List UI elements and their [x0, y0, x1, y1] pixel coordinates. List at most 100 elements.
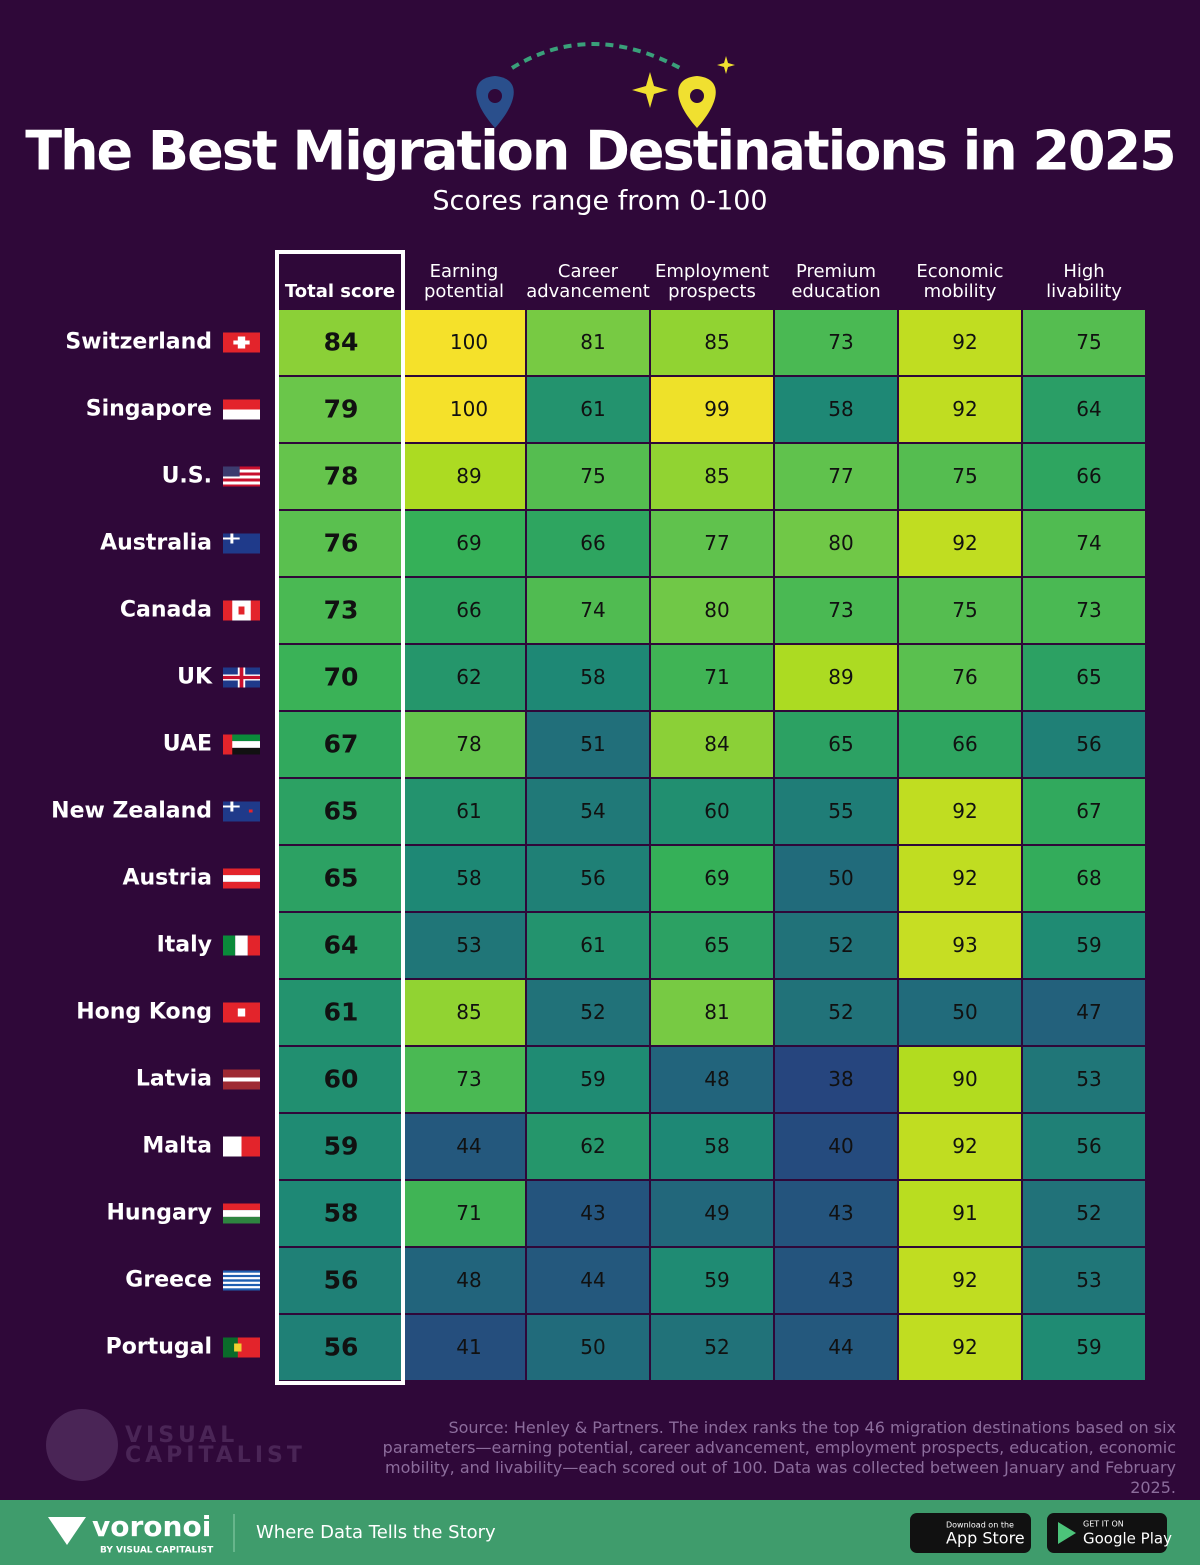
cell-label: 75: [1076, 330, 1101, 354]
cell-label: 61: [456, 799, 481, 823]
chart-title: The Best Migration Destinations in 2025: [25, 120, 1175, 183]
heat-cell: [527, 444, 649, 509]
heat-cell: [1023, 1181, 1145, 1246]
heat-cell: [1023, 913, 1145, 978]
cell-label: 73: [1076, 598, 1101, 622]
heat-cell: [775, 377, 897, 442]
cell-label: 75: [952, 464, 977, 488]
flag-part: [233, 340, 250, 345]
flag-part: [223, 1077, 260, 1082]
brand-sub: BY VISUAL CAPITALIST: [100, 1546, 214, 1556]
cell-label: 60: [704, 799, 729, 823]
cell-label: 89: [828, 665, 853, 689]
cell-label: 77: [828, 464, 853, 488]
cell-label: 40: [828, 1134, 853, 1158]
badge-small: Download on the: [946, 1521, 1014, 1530]
flag-part: [241, 1136, 260, 1157]
cell-label: 52: [828, 933, 853, 957]
cell-label: 92: [952, 531, 977, 555]
flag: [223, 533, 260, 554]
flag: [223, 1136, 260, 1157]
heat-cell: [527, 712, 649, 777]
total-score-label: 56: [324, 1266, 359, 1295]
heat-cell: [1023, 645, 1145, 710]
heat-cell: [279, 1114, 401, 1179]
cell-label: 44: [456, 1134, 481, 1158]
heat-cell: [651, 846, 773, 911]
heat-cell: [403, 310, 525, 375]
heat-cell: [1023, 578, 1145, 643]
cell-label: 75: [580, 464, 605, 488]
heat-cell: [527, 913, 649, 978]
heat-cell: [899, 1315, 1021, 1380]
heat-cell: [403, 511, 525, 576]
brand-logo: [48, 1517, 86, 1545]
cell-label: 69: [456, 531, 481, 555]
heat-cell: [279, 444, 401, 509]
cell-label: 49: [704, 1201, 729, 1225]
cell-label: 66: [580, 531, 605, 555]
cell-label: 54: [580, 799, 605, 823]
cell-label: 67: [1076, 799, 1101, 823]
cell-label: 66: [456, 598, 481, 622]
heat-cell: [775, 645, 897, 710]
cell-label: 59: [580, 1067, 605, 1091]
heat-cell: [1023, 712, 1145, 777]
cell-label: 92: [952, 799, 977, 823]
cell-label: 43: [828, 1201, 853, 1225]
row-label: Singapore: [86, 397, 212, 422]
cell-label: 62: [580, 1134, 605, 1158]
heat-cell: [279, 980, 401, 1045]
flag: [223, 1337, 260, 1358]
app-store-badge[interactable]: [910, 1513, 1031, 1553]
cell-label: 52: [580, 1000, 605, 1024]
heat-cell: [527, 1181, 649, 1246]
cell-label: 73: [456, 1067, 481, 1091]
heat-cell: [279, 846, 401, 911]
flag-part: [223, 1337, 238, 1358]
total-score-label: 70: [324, 663, 359, 692]
heat-cell: [279, 1181, 401, 1246]
flag: [223, 935, 260, 956]
heat-cell: [527, 1047, 649, 1112]
cell-label: 84: [704, 732, 729, 756]
heat-cell: [899, 645, 1021, 710]
column-header: Economic mobility: [916, 261, 1004, 302]
flag-part: [223, 1136, 242, 1157]
heat-cell: [1023, 1248, 1145, 1313]
watermark-text: CAPITALIST: [125, 1443, 306, 1468]
cell-label: 58: [704, 1134, 729, 1158]
heat-cell: [279, 578, 401, 643]
watermark: VISUAL CAPITALIST: [46, 1409, 306, 1481]
flag-part: [223, 1216, 260, 1224]
row-label: Italy: [157, 933, 212, 958]
cell-label: 48: [456, 1268, 481, 1292]
heat-cell: [651, 779, 773, 844]
heat-cell: [403, 1181, 525, 1246]
column-header: Employment prospects: [654, 261, 770, 302]
flag: [223, 1069, 260, 1090]
watermark-text: VISUAL: [125, 1423, 238, 1448]
google-play-badge[interactable]: [1047, 1513, 1167, 1553]
row-label: U.S.: [162, 464, 212, 489]
chart-subtitle: Scores range from 0-100: [432, 186, 767, 217]
total-score-label: 65: [324, 797, 359, 826]
flag: [223, 868, 260, 889]
cell-label: 92: [952, 330, 977, 354]
flag-part: [223, 1203, 260, 1211]
heat-cell: [403, 779, 525, 844]
total-score-label: 59: [324, 1132, 359, 1161]
heat-cell: [403, 846, 525, 911]
cell-label: 53: [1076, 1067, 1101, 1091]
heat-cell: [651, 712, 773, 777]
total-score-label: 84: [324, 328, 359, 357]
flag: [223, 801, 260, 822]
total-score-label: 78: [324, 462, 359, 491]
cell-label: 92: [952, 1134, 977, 1158]
cell-label: 50: [952, 1000, 977, 1024]
heat-cell: [775, 712, 897, 777]
heat-cell: [279, 377, 401, 442]
heat-cell: [899, 980, 1021, 1045]
flag-part: [223, 1069, 260, 1078]
cell-label: 73: [828, 598, 853, 622]
